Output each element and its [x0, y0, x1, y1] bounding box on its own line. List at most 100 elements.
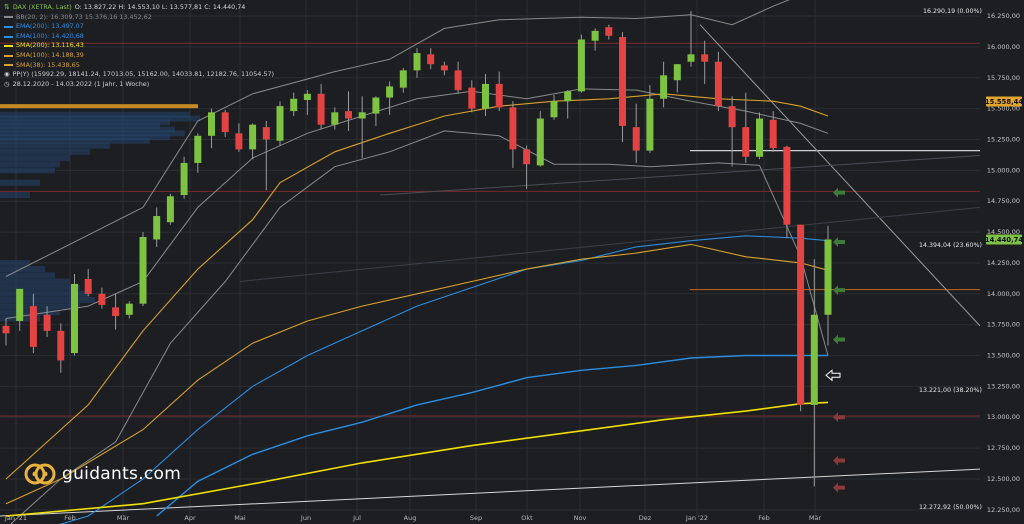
- x-tick-label: Mai: [234, 514, 246, 522]
- y-tick-label: 16.000,00: [987, 43, 1020, 51]
- x-tick-label: Dez: [639, 514, 652, 522]
- signal-arrow-icon: [833, 412, 845, 423]
- fib-level-label: 16.290,19 (0.00%): [923, 8, 982, 15]
- volume-profile-bar: [0, 137, 150, 144]
- x-tick-label: Feb: [64, 514, 76, 522]
- candle-body: [276, 106, 284, 141]
- candle-body: [235, 133, 243, 150]
- y-tick-label: 12.750,00: [987, 444, 1020, 452]
- x-tick-label: Aug: [404, 514, 417, 522]
- candle-body: [660, 75, 668, 99]
- x-tick-label: Mär: [809, 514, 822, 522]
- legend: ⇅ DAX (XETRA, Last) O: 13.827,22 H: 14.5…: [4, 3, 274, 89]
- volume-profile-bar: [0, 122, 160, 129]
- signal-arrow-icon: [833, 482, 845, 493]
- candle-body: [386, 86, 394, 98]
- y-tick-label: 13.000,00: [987, 413, 1020, 421]
- volume-profile-bar: [0, 266, 45, 273]
- candle-body: [591, 30, 599, 41]
- brand-logo: guidants.com: [24, 462, 181, 486]
- candle-body: [84, 278, 92, 294]
- candle-body: [495, 83, 503, 108]
- candle-body: [112, 307, 120, 317]
- candle-body: [43, 314, 51, 331]
- legend-ohlc: O: 13.827,22 H: 14.553,10 L: 13.577,81 C…: [74, 3, 246, 11]
- candle-body: [125, 303, 133, 315]
- volume-profile-bar: [0, 303, 80, 310]
- candle-body: [139, 237, 147, 304]
- candle-body: [756, 118, 763, 157]
- chart-icon: ⇅: [4, 3, 10, 11]
- volume-profile-bar: [0, 115, 200, 122]
- legend-pp-row: ◉ PP(Y) (15992.29, 18141.24, 17013.05, 1…: [4, 70, 274, 80]
- candle-body: [194, 135, 202, 163]
- current-price-tag: 14.440,74: [985, 236, 1024, 244]
- candle-body: [605, 27, 613, 36]
- pivot-icon: ◉: [4, 70, 10, 79]
- volume-profile-bar: [0, 259, 30, 266]
- legend-indicator-label: EMA(200): 13.497,07: [16, 22, 84, 31]
- sma38-line: [5, 93, 829, 480]
- candle-body: [523, 149, 531, 165]
- legend-indicator-3: SMA(200): 13.116,43: [4, 41, 274, 51]
- guidants-logo-icon: [24, 463, 56, 485]
- legend-title-row: ⇅ DAX (XETRA, Last) O: 13.827,22 H: 14.5…: [4, 3, 274, 13]
- trend-resistance-line: [699, 24, 981, 327]
- current-arrow-icon: [825, 369, 841, 382]
- candle-body: [57, 330, 65, 361]
- volume-profile-bar: [0, 134, 170, 141]
- volume-profile-poc: [0, 104, 198, 109]
- legend-pp: PP(Y) (15992.29, 18141.24, 17013.05, 151…: [12, 70, 275, 79]
- candle-body: [399, 70, 407, 88]
- sma100-line: [5, 243, 829, 505]
- candle-body: [728, 106, 736, 128]
- fib-level-label: 14.394,04 (23.60%): [919, 242, 982, 249]
- volume-profile-bar: [0, 148, 90, 155]
- signal-arrow-icon: [833, 285, 845, 296]
- x-tick-label: Jan '22: [685, 514, 708, 522]
- y-tick-label: 13.250,00: [987, 382, 1020, 390]
- legend-indicator-label: SMA(200): 13.116,43: [16, 41, 84, 50]
- y-tick-label: 15.750,00: [987, 74, 1020, 82]
- y-tick-label: 12.500,00: [987, 475, 1020, 483]
- candle-body: [303, 93, 311, 100]
- candle-body: [714, 61, 722, 107]
- volume-profile-bar: [0, 161, 60, 168]
- legend-indicator-label: SMA(38): 15.438,65: [16, 60, 80, 69]
- y-axis: 16.250,00 16.000,00 15.750,00 15.500,00 15.2…: [919, 8, 1023, 514]
- legend-indicator-label: EMA(100): 14.420,68: [16, 31, 84, 40]
- sma38-price-tag-bg: [986, 96, 1022, 107]
- candle-body: [482, 83, 489, 109]
- legend-indicator-list: BB(20, 2): 16.309,73 15.376,16 13.452,62…: [4, 13, 274, 71]
- candle-body: [262, 127, 270, 140]
- candle-body: [249, 124, 257, 150]
- fib-level-label: 12.272,92 (50.00%): [919, 504, 982, 511]
- x-tick-label: Jun: [300, 514, 311, 522]
- current-price-tag-bg: [986, 234, 1022, 245]
- horizontal-lines: [0, 24, 981, 517]
- legend-swatch: [4, 25, 13, 28]
- legend-indicator-label: SMA(100): 14.188,39: [16, 50, 84, 59]
- volume-profile-bar: [0, 119, 170, 126]
- candle-body: [646, 98, 654, 151]
- x-axis: Jan '21 Feb Mär Apr Mai Jun Jul Aug Sep Okt Nov Dez…: [4, 514, 822, 522]
- y-tick-label: 15.500,00: [987, 105, 1020, 113]
- legend-swatch: [4, 16, 13, 19]
- candle-body: [29, 306, 37, 347]
- volume-profile-bar: [0, 111, 190, 118]
- x-tick-label: Mär: [117, 514, 130, 522]
- candle-body: [619, 37, 626, 126]
- candle-body: [71, 283, 78, 354]
- legend-swatch: [4, 54, 13, 57]
- candle-body: [783, 146, 791, 225]
- candle-body: [358, 112, 366, 119]
- legend-range: 28.12.2020 - 14.03.2022 (1 Jahr, 1 Woche…: [12, 79, 150, 88]
- candle-body: [701, 54, 709, 62]
- legend-indicator-4: SMA(100): 14.188,39: [4, 51, 274, 61]
- volume-profile-bar: [0, 155, 70, 162]
- y-tick-label: 12.250,00: [987, 506, 1020, 514]
- candle-body: [345, 111, 352, 119]
- x-tick-label: Apr: [184, 514, 196, 522]
